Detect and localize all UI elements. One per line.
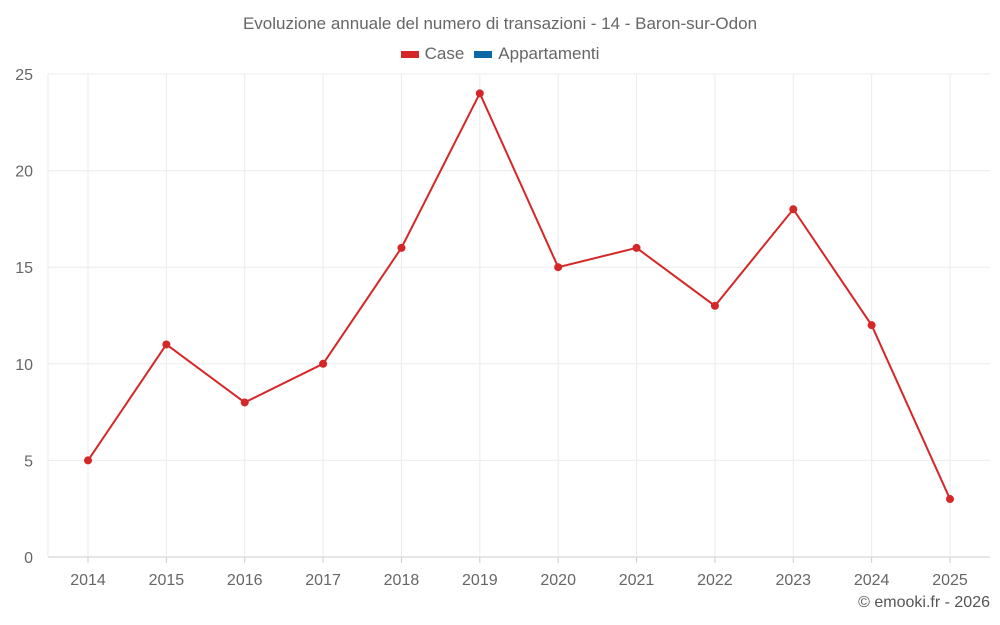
credit: © emooki.fr - 2026 xyxy=(858,594,990,611)
x-tick-label: 2019 xyxy=(462,572,498,589)
x-tick-label: 2020 xyxy=(540,572,576,589)
series-line-case xyxy=(87,91,951,500)
data-point xyxy=(397,243,406,252)
legend-label-case: Case xyxy=(424,44,465,63)
x-tick-label: 2016 xyxy=(227,572,263,589)
data-point xyxy=(475,89,484,98)
data-point xyxy=(319,359,328,368)
y-tick-label: 20 xyxy=(15,164,33,181)
y-tick-label: 15 xyxy=(15,260,33,277)
data-point xyxy=(867,321,876,330)
legend: Case Appartamenti xyxy=(0,44,1000,64)
legend-item-appartamenti[interactable]: Appartamenti xyxy=(474,44,599,64)
data-point xyxy=(162,340,171,349)
data-point xyxy=(946,495,954,504)
x-tick-label: 2022 xyxy=(697,572,733,589)
data-point xyxy=(84,456,92,465)
x-tick-label: 2015 xyxy=(149,572,185,589)
data-point xyxy=(789,205,798,214)
legend-swatch-appartamenti xyxy=(474,50,493,58)
y-tick-label: 10 xyxy=(15,357,33,374)
legend-label-appartamenti: Appartamenti xyxy=(498,44,600,63)
data-point xyxy=(632,243,641,252)
y-tick-label: 5 xyxy=(24,453,33,470)
x-tick-label: 2017 xyxy=(305,572,341,589)
x-tick-label: 2024 xyxy=(854,572,890,589)
data-point xyxy=(240,398,249,407)
x-tick-label: 2023 xyxy=(775,572,811,589)
legend-item-case[interactable]: Case xyxy=(400,44,465,64)
x-tick-label: 2014 xyxy=(70,572,106,589)
data-point xyxy=(710,301,719,310)
y-tick-label: 0 xyxy=(24,550,33,567)
x-tick-label: 2018 xyxy=(384,572,420,589)
chart-title: Evoluzione annuale del numero di transaz… xyxy=(242,14,758,33)
data-point xyxy=(554,263,563,272)
x-tick-label: 2021 xyxy=(619,572,655,589)
legend-swatch-case xyxy=(400,50,419,58)
y-tick-label: 25 xyxy=(15,67,33,84)
x-tick-label: 2025 xyxy=(932,572,968,589)
